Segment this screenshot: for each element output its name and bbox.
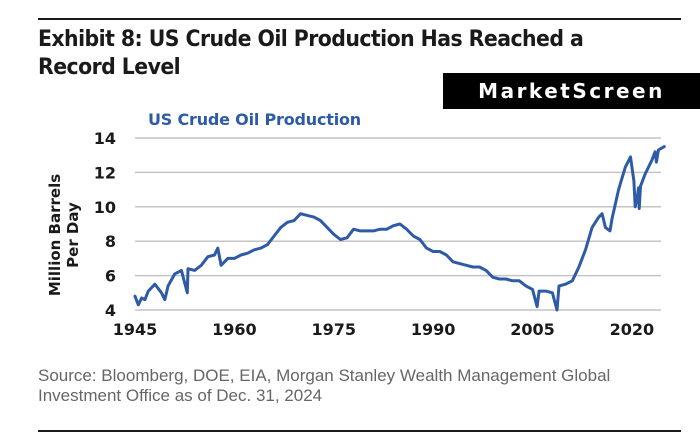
y-tick-label: 14 — [94, 129, 116, 148]
bottom-rule — [38, 430, 681, 432]
y-tick-label: 4 — [105, 301, 116, 320]
source-note: Source: Bloomberg, DOE, EIA, Morgan Stan… — [38, 366, 611, 405]
x-tick-label: 1990 — [411, 320, 456, 339]
chart-title: US Crude Oil Production — [148, 110, 361, 129]
x-tick-label: 1960 — [212, 320, 257, 339]
x-tick-label: 2005 — [510, 320, 555, 339]
y-tick-labels: 4 6 8 10 12 14 — [94, 129, 116, 320]
y-tick-label: 8 — [105, 232, 116, 251]
exhibit-title: Exhibit 8: US Crude Oil Production Has R… — [38, 27, 584, 80]
series-lines — [133, 145, 666, 312]
x-tick-labels: 1945 1960 1975 1990 2005 2020 — [113, 320, 654, 339]
x-tick-label: 1945 — [113, 320, 158, 339]
series-line-us-crude-oil-production — [133, 145, 666, 312]
x-tick-label: 2020 — [610, 320, 655, 339]
y-tick-label: 10 — [94, 198, 116, 217]
y-tick-label: 12 — [94, 163, 116, 182]
gridlines — [135, 137, 661, 311]
y-tick-label: 6 — [105, 267, 116, 286]
x-tick-label: 1975 — [311, 320, 356, 339]
top-rule — [38, 18, 681, 20]
marketscreen-logo: MarketScreen — [443, 73, 700, 109]
